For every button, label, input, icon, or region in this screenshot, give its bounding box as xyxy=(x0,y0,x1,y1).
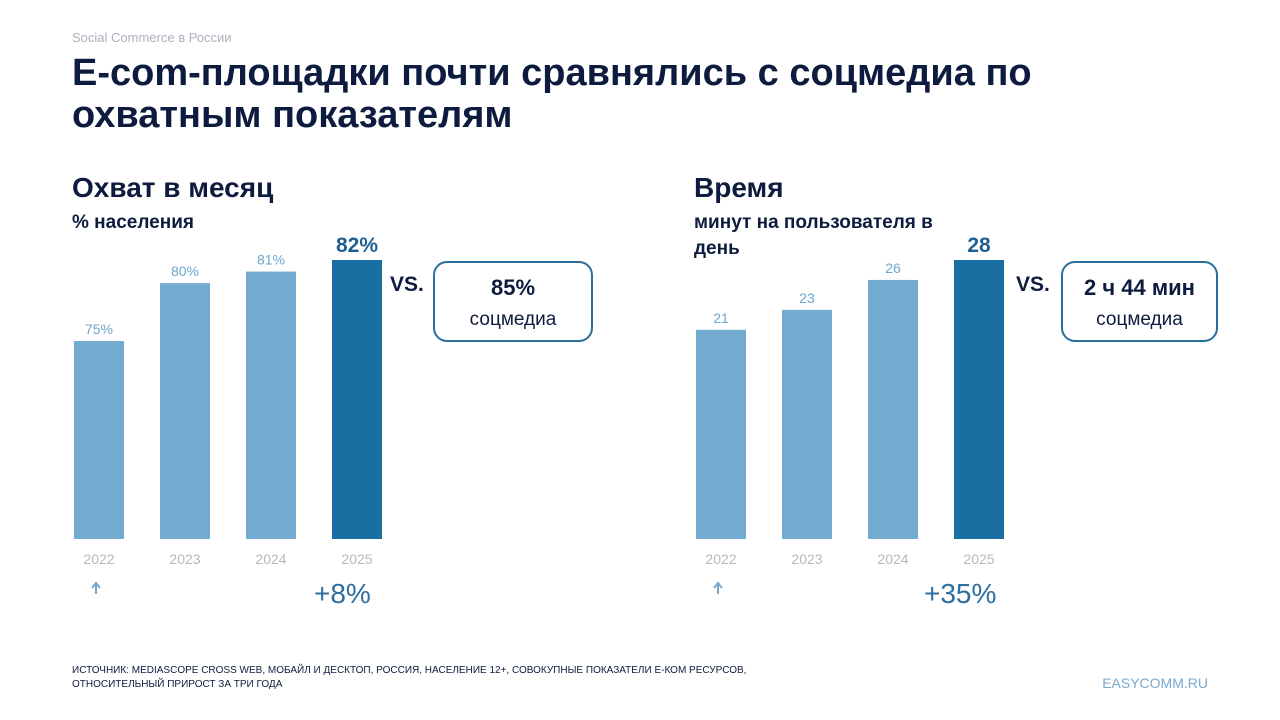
reach-comparison-label: соцмедиа xyxy=(469,309,557,330)
reach-chart-subtitle: % населения xyxy=(72,212,194,233)
x-tick-2025: 2025 xyxy=(341,551,372,567)
reach-vs-label: VS. xyxy=(390,273,424,296)
value-label-2022: 75% xyxy=(85,321,113,337)
bar-2022 xyxy=(696,329,746,539)
time-comparison-box: 2 ч 44 мин соцмедиа xyxy=(1061,261,1218,342)
time-comparison-value: 2 ч 44 мин xyxy=(1084,275,1195,300)
bar-2023 xyxy=(160,283,210,539)
reach-comparison-box: 85% соцмедиа xyxy=(433,261,593,342)
kicker: Social Commerce в России xyxy=(72,30,232,45)
value-label-2024: 26 xyxy=(885,260,901,276)
source-line-1: ИСТОЧНИК: MEDIASCOPE CROSS WEB, МОБАЙЛ И… xyxy=(72,665,747,676)
value-label-2025: 28 xyxy=(967,234,991,257)
x-tick-2022: 2022 xyxy=(83,551,114,567)
time-comparison-label: соцмедиа xyxy=(1096,309,1183,330)
time-bar-chart: 21 2022 23 2023 26 2024 28 2025 xyxy=(696,234,1004,567)
time-growth-value: +35% xyxy=(924,578,997,609)
time-vs-label: VS. xyxy=(1016,273,1050,296)
value-label-2024: 81% xyxy=(257,252,285,268)
value-label-2023: 23 xyxy=(799,290,815,306)
bar-2023 xyxy=(782,309,832,539)
bar-2022 xyxy=(74,341,124,539)
page-title: E-com-площадки почти сравнялись с соцмед… xyxy=(72,52,1032,136)
x-tick-2023: 2023 xyxy=(791,551,822,567)
value-label-2023: 80% xyxy=(171,263,199,279)
bar-2024 xyxy=(868,279,918,539)
x-tick-2025: 2025 xyxy=(963,551,994,567)
x-tick-2024: 2024 xyxy=(255,551,286,567)
value-label-2025: 82% xyxy=(336,234,378,257)
source-note: ИСТОЧНИК: MEDIASCOPE CROSS WEB, МОБАЙЛ И… xyxy=(72,664,832,692)
reach-growth-arrow xyxy=(91,581,304,595)
source-line-2: ОТНОСИТЕЛЬНЫЙ ПРИРОСТ ЗА ТРИ ГОДА xyxy=(72,679,283,690)
site-url: EASYCOMM.RU xyxy=(1102,675,1208,691)
time-growth-arrow xyxy=(713,581,914,595)
bar-2025 xyxy=(954,260,1004,539)
x-tick-2022: 2022 xyxy=(705,551,736,567)
time-chart-title: Время xyxy=(694,172,784,203)
reach-bar-chart: 75% 2022 80% 2023 81% 2024 82% 2025 xyxy=(74,234,382,567)
bar-2025 xyxy=(332,260,382,539)
bar-2024 xyxy=(246,271,296,539)
reach-growth-value: +8% xyxy=(314,578,371,609)
reach-panel: Охват в месяц % населения 75% 2022 80% 2023… xyxy=(72,172,632,612)
x-tick-2023: 2023 xyxy=(169,551,200,567)
reach-chart-title: Охват в месяц xyxy=(72,172,274,203)
value-label-2022: 21 xyxy=(713,310,729,326)
x-tick-2024: 2024 xyxy=(877,551,908,567)
time-chart-subtitle: минут на пользователя в день xyxy=(694,212,933,259)
reach-comparison-value: 85% xyxy=(490,275,536,300)
time-panel: Время минут на пользователя в день 21 202… xyxy=(694,172,1254,612)
